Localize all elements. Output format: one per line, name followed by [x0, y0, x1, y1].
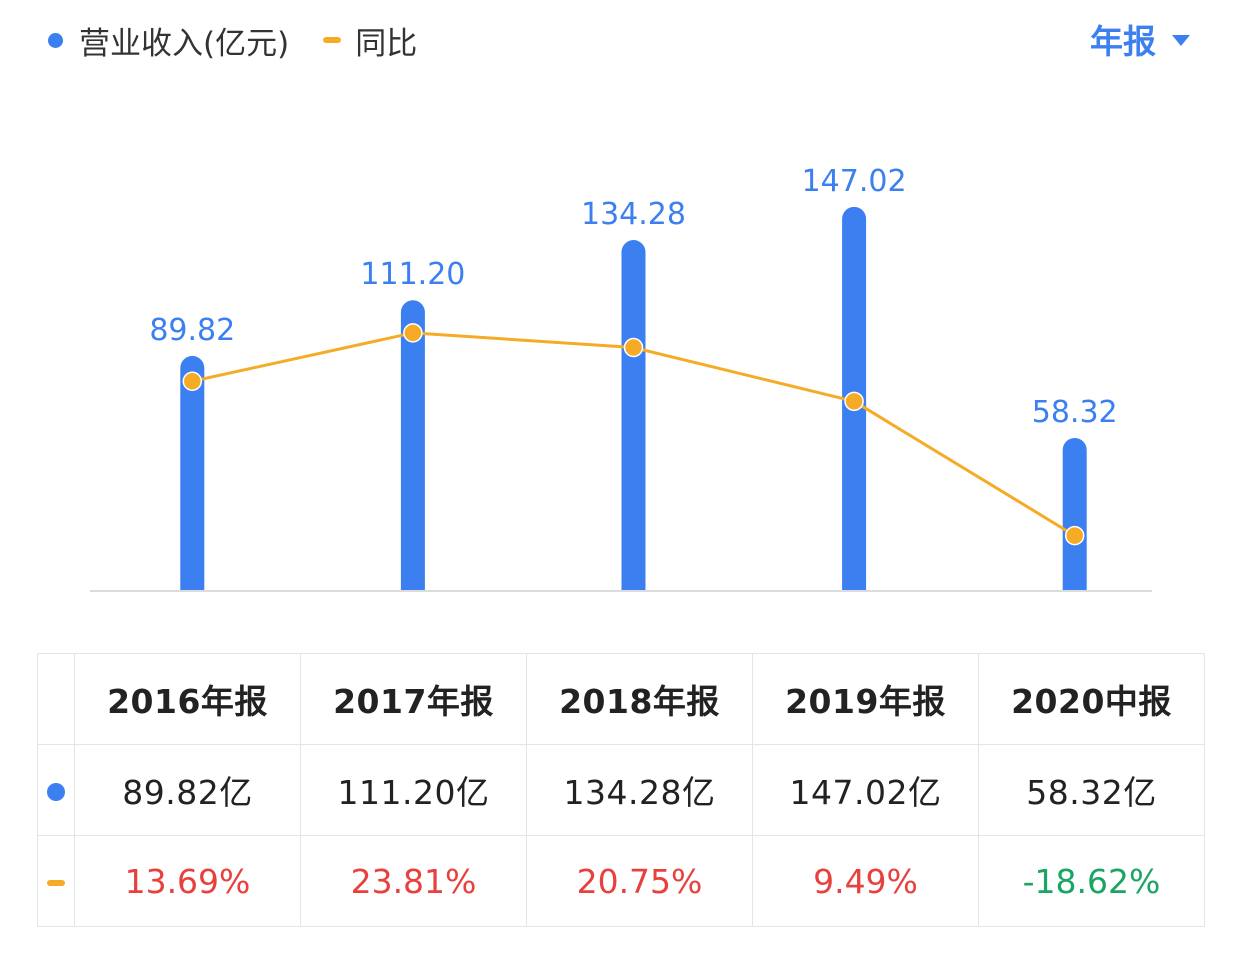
bar-value-label: 111.20	[360, 257, 465, 292]
bar-2017年报	[400, 300, 425, 590]
bar-2018年报	[621, 240, 646, 591]
growth-legend-label: 同比	[355, 25, 418, 62]
bar-value-label: 58.32	[1032, 395, 1118, 430]
revenue-dot-icon	[47, 783, 65, 801]
table-cell-revenue: 147.02亿	[752, 744, 979, 836]
table-row-revenue: 89.82亿 111.20亿 134.28亿 147.02亿 58.32亿	[37, 744, 1205, 836]
table-header-cell: 2020中报	[978, 653, 1205, 745]
table-cell-revenue: 89.82亿	[74, 744, 301, 836]
revenue-legend-dot-icon	[48, 32, 63, 48]
bar-value-label: 134.28	[581, 197, 686, 232]
table-header-cell: 2017年报	[300, 653, 527, 745]
bar-2016年报	[180, 355, 205, 590]
growth-point-2019年报	[844, 391, 864, 412]
table-cell-revenue: 111.20亿	[300, 744, 527, 836]
growth-point-2017年报	[403, 323, 423, 343]
data-table: 2016年报 2017年报 2018年报 2019年报 2020中报 89.82…	[37, 653, 1205, 927]
bar-2020中报	[1062, 438, 1087, 590]
bar-value-label: 147.02	[802, 164, 907, 199]
table-cell-growth: -18.62%	[978, 835, 1205, 927]
table-cell-growth: 23.81%	[300, 835, 527, 927]
growth-point-2018年报	[623, 337, 644, 358]
table-cell-growth: 9.49%	[752, 835, 979, 927]
growth-point-2020中报	[1064, 525, 1085, 546]
table-row-marker	[37, 744, 75, 836]
revenue-legend-label: 营业收入(亿元)	[79, 25, 290, 62]
chart-legend: 营业收入(亿元) 同比	[48, 18, 417, 62]
table-cell-growth: 13.69%	[74, 835, 301, 927]
table-row-marker	[37, 835, 75, 927]
growth-dash-icon	[47, 880, 65, 886]
table-corner-cell	[37, 653, 75, 745]
growth-point-2016年报	[182, 371, 203, 392]
table-cell-revenue: 58.32亿	[978, 744, 1205, 836]
table-header-cell: 2018年报	[526, 653, 753, 745]
chevron-down-icon	[1172, 34, 1190, 46]
table-header-cell: 2019年报	[752, 653, 979, 745]
period-selector-label: 年报	[1090, 22, 1156, 61]
revenue-chart: 89.82 111.20 134.28 147.02 58.32	[90, 164, 1152, 592]
table-cell-growth: 20.75%	[526, 835, 753, 927]
period-selector[interactable]: 年报	[1090, 16, 1190, 62]
table-header-cell: 2016年报	[74, 653, 301, 745]
table-row-growth: 13.69% 23.81% 20.75% 9.49% -18.62%	[37, 835, 1205, 927]
bar-value-label: 89.82	[149, 313, 235, 348]
table-header-row: 2016年报 2017年报 2018年报 2019年报 2020中报	[37, 653, 1205, 745]
growth-legend-dash-icon	[323, 37, 342, 43]
table-cell-revenue: 134.28亿	[526, 744, 753, 836]
